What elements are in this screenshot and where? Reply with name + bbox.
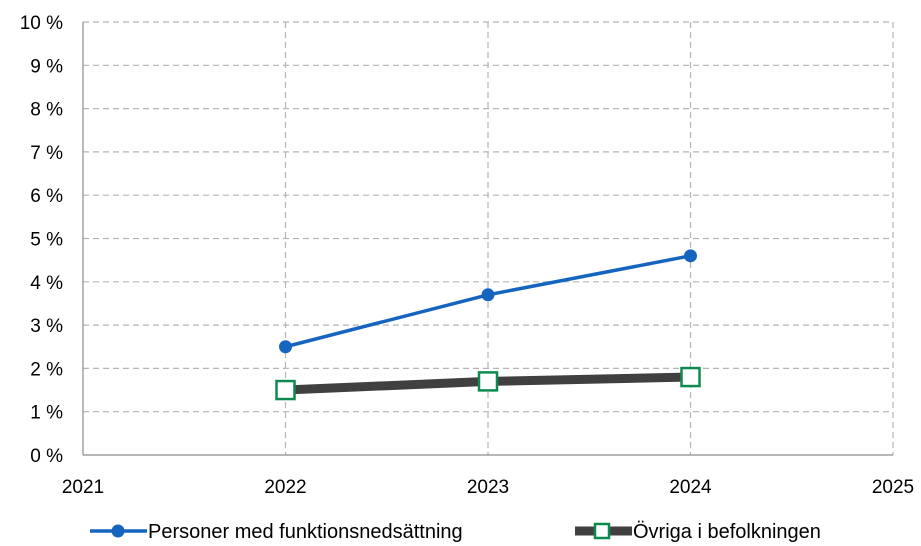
data-point-ovriga bbox=[477, 371, 499, 392]
data-point-ovriga bbox=[275, 379, 296, 401]
y-tick-label: 6 % bbox=[30, 186, 63, 207]
y-tick-label: 10 % bbox=[20, 13, 63, 34]
x-tick-label: 2024 bbox=[669, 477, 712, 498]
legend-marker-ovriga bbox=[593, 522, 611, 540]
legend-label-personer: Personer med funktionsnedsättning bbox=[148, 521, 463, 543]
y-tick-label: 8 % bbox=[30, 100, 63, 121]
data-point-personer bbox=[684, 249, 697, 263]
x-tick-label: 2022 bbox=[264, 477, 306, 498]
y-tick-label: 5 % bbox=[30, 230, 63, 251]
x-tick-label: 2023 bbox=[467, 477, 509, 498]
x-tick-label: 2025 bbox=[872, 477, 914, 498]
y-tick-label: 2 % bbox=[30, 359, 63, 380]
y-tick-label: 9 % bbox=[30, 56, 63, 77]
data-point-personer bbox=[279, 340, 292, 354]
y-tick-label: 7 % bbox=[30, 143, 63, 164]
axes bbox=[82, 22, 893, 456]
legend-label-ovriga: Övriga i befolkningen bbox=[633, 521, 821, 543]
x-tick-label: 2021 bbox=[62, 477, 104, 498]
legend-marker-personer bbox=[111, 524, 125, 538]
y-tick-label: 1 % bbox=[30, 403, 63, 424]
y-axis-ticks: 0 % 1 % 2 % 3 % 4 % 5 % 6 % 7 % 8 % 9 % 10 % bbox=[20, 13, 63, 467]
data-point-personer bbox=[481, 288, 495, 302]
series-group bbox=[275, 249, 701, 401]
legend: Personer med funktionsnedsättning Övriga … bbox=[90, 521, 821, 543]
y-tick-label: 3 % bbox=[30, 316, 63, 337]
x-axis-ticks: 2021 2022 2023 2024 2025 bbox=[62, 477, 914, 498]
y-tick-label: 0 % bbox=[30, 446, 63, 467]
y-tick-label: 4 % bbox=[30, 273, 63, 294]
data-point-ovriga bbox=[680, 366, 701, 388]
